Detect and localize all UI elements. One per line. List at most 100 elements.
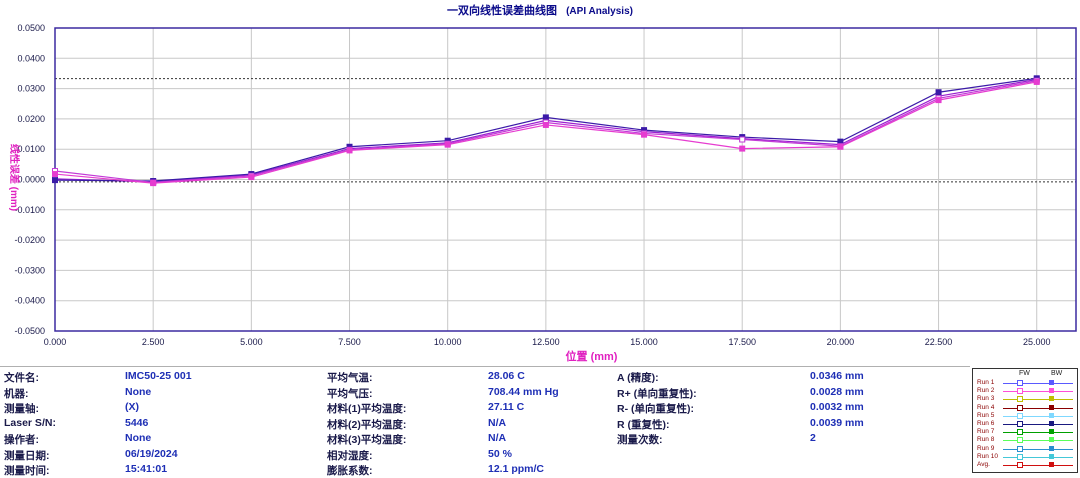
legend-line-swatch [1003,465,1073,466]
data-point [52,171,58,178]
info-value: N/A [488,432,507,444]
info-label: 文件名: [4,372,39,384]
info-value: 06/19/2024 [125,447,178,460]
legend-bw-marker [1049,380,1054,385]
info-value: 0.0346 mm [810,370,864,382]
info-value: 0.0028 mm [810,385,864,398]
info-value: None [125,432,152,444]
legend-fw-marker [1017,421,1023,427]
data-point [935,97,942,104]
legend-bw-marker [1049,396,1054,402]
info-label: 操作者: [4,434,39,446]
legend-fw-header: FW [1019,370,1030,377]
info-value: (X) [125,401,139,413]
data-point [52,177,58,184]
legend-fw-marker [1017,437,1023,444]
legend-line-swatch [1003,440,1073,442]
legend-run-name: Run 9 [977,444,995,452]
info-label: 材料(2)平均温度: [327,418,407,431]
legend-run-name: Run 1 [977,379,995,386]
info-value: 50 % [488,447,512,460]
legend-bw-marker [1049,429,1054,435]
info-label: 平均气温: [327,372,373,384]
chart-subtitle: (API Analysis) [566,6,633,17]
info-value: 5446 [125,416,149,429]
data-point [739,136,746,143]
legend-fw-marker [1017,445,1023,452]
legend-row: Run 1 [975,379,1075,387]
info-label: 测量次数: [617,434,663,446]
info-label: 材料(3)平均温度: [327,434,407,446]
legend-line-swatch [1003,448,1073,450]
x-tick-label: 25.000 [1023,337,1051,347]
info-label: 平均气压: [327,387,373,400]
legend-run-name: Run 3 [977,395,995,403]
info-label: Laser S/N: [4,416,56,429]
x-tick-label: 10.000 [434,337,462,347]
data-point [935,89,942,96]
legend-fw-marker [1017,404,1023,411]
data-point [1033,78,1040,85]
y-tick-label: -0.0400 [14,296,45,306]
info-value: 27.11 C [488,401,525,413]
legend-row: Avg. [975,461,1075,469]
legend-line-swatch [1003,424,1073,425]
x-tick-label: 20.000 [827,337,855,347]
legend-line-swatch [1003,432,1073,434]
x-tick-label: 0.000 [44,337,67,347]
x-tick-label: 15.000 [630,337,658,347]
info-label: R+ (单向重复性): [617,387,697,400]
info-value: 2 [810,432,816,444]
y-axis-label: 线性误差 (mm) [8,144,21,211]
legend-fw-marker [1017,462,1023,468]
x-tick-label: 7.500 [338,337,361,347]
legend-run-name: Run 5 [977,411,995,419]
data-point [346,147,353,154]
chart-title-text: 一双向线性误差曲线图 [447,5,558,17]
x-tick-label: 12.500 [532,337,560,347]
legend-line-swatch [1003,407,1073,409]
legend-bw-marker [1049,421,1054,426]
legend-bw-header: BW [1051,370,1063,377]
info-label: 膨胀系数: [327,465,373,477]
y-tick-label: 0.0100 [17,144,45,154]
x-tick-label: 2.500 [142,337,165,347]
legend-row: Run 4 [975,404,1075,412]
info-value: 28.06 C [488,370,525,382]
info-label: 测量轴: [4,403,39,415]
legend-bw-marker [1049,437,1054,443]
x-axis-label: 位置 (mm) [566,349,618,363]
info-label: R- (单向重复性): [617,403,694,415]
data-point [837,143,844,150]
data-point [444,141,451,148]
legend-bw-marker [1049,445,1054,451]
info-label: 相对湿度: [327,449,373,462]
y-tick-label: -0.0300 [14,265,45,275]
legend-row: Run 3 [975,395,1075,403]
legend-row: Run 7 [975,428,1075,436]
data-point [641,131,648,138]
legend-fw-marker [1017,380,1023,386]
info-value: IMC50-25 001 [125,370,192,382]
x-tick-label: 22.500 [925,337,953,347]
legend-run-name: Run 8 [977,436,995,444]
info-value: 15:41:01 [125,463,168,475]
legend-run-name: Run 7 [977,428,995,436]
info-label: 测量时间: [4,465,50,477]
legend-bw-marker [1049,462,1054,467]
legend-run-name: Avg. [977,461,990,468]
info-label: 材料(1)平均温度: [327,403,407,415]
data-point [542,114,549,121]
legend-row: Run 6 [975,420,1075,428]
info-value: 708.44 mm Hg [488,385,559,398]
legend-line-swatch [1003,383,1073,384]
x-tick-label: 5.000 [240,337,263,347]
legend-fw-marker [1017,412,1023,419]
info-value: 0.0039 mm [810,416,864,429]
legend-bw-marker [1049,404,1054,410]
legend-row: Run 2 [975,387,1075,395]
info-value: 12.1 ppm/C [488,463,545,475]
legend-row: Run 9 [975,445,1075,453]
y-tick-label: 0.0000 [17,175,45,185]
y-tick-label: -0.0100 [14,205,45,215]
